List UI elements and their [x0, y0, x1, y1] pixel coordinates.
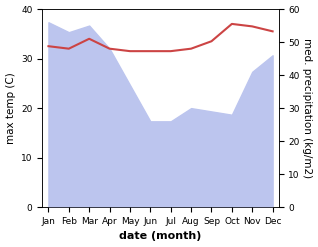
- X-axis label: date (month): date (month): [119, 231, 202, 242]
- Y-axis label: med. precipitation (kg/m2): med. precipitation (kg/m2): [302, 38, 313, 178]
- Y-axis label: max temp (C): max temp (C): [5, 72, 16, 144]
